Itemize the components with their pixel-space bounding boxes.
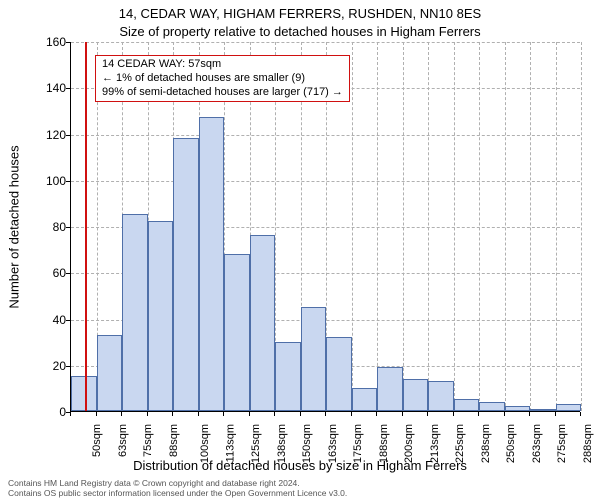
gridline-v bbox=[428, 42, 429, 411]
y-tick-label: 80 bbox=[36, 220, 66, 234]
y-tick-mark bbox=[66, 227, 70, 228]
y-tick-mark bbox=[66, 181, 70, 182]
annotation-line2: ← 1% of detached houses are smaller (9) bbox=[102, 72, 343, 86]
chart-container: 14, CEDAR WAY, HIGHAM FERRERS, RUSHDEN, … bbox=[0, 0, 600, 500]
histogram-bar bbox=[454, 399, 480, 411]
histogram-bar bbox=[301, 307, 327, 411]
y-tick-mark bbox=[66, 88, 70, 89]
x-tick-mark bbox=[351, 412, 352, 416]
gridline-v bbox=[454, 42, 455, 411]
y-axis-label: Number of detached houses bbox=[7, 145, 22, 308]
y-tick-label: 120 bbox=[36, 128, 66, 142]
histogram-bar bbox=[173, 138, 199, 411]
x-tick-mark bbox=[427, 412, 428, 416]
x-tick-mark bbox=[504, 412, 505, 416]
y-tick-label: 100 bbox=[36, 174, 66, 188]
histogram-bar bbox=[224, 254, 250, 411]
histogram-bar bbox=[403, 379, 429, 411]
y-tick-label: 160 bbox=[36, 35, 66, 49]
chart-title-address: 14, CEDAR WAY, HIGHAM FERRERS, RUSHDEN, … bbox=[0, 6, 600, 21]
histogram-bar bbox=[556, 404, 582, 411]
y-tick-label: 40 bbox=[36, 313, 66, 327]
y-tick-label: 0 bbox=[36, 405, 66, 419]
x-tick-mark bbox=[300, 412, 301, 416]
y-tick-mark bbox=[66, 135, 70, 136]
x-tick-label: 50sqm bbox=[91, 424, 103, 457]
chart-title-sub: Size of property relative to detached ho… bbox=[0, 24, 600, 39]
x-tick-label: 113sqm bbox=[224, 424, 236, 462]
x-tick-mark bbox=[70, 412, 71, 416]
histogram-bar bbox=[326, 337, 352, 411]
reference-line bbox=[85, 42, 87, 411]
gridline-v bbox=[556, 42, 557, 411]
gridline-v bbox=[581, 42, 582, 411]
x-tick-mark bbox=[274, 412, 275, 416]
y-tick-label: 60 bbox=[36, 266, 66, 280]
x-tick-mark bbox=[198, 412, 199, 416]
histogram-bar bbox=[530, 409, 556, 411]
x-tick-mark bbox=[453, 412, 454, 416]
x-tick-mark bbox=[96, 412, 97, 416]
histogram-bar bbox=[97, 335, 123, 411]
y-tick-mark bbox=[66, 42, 70, 43]
x-tick-mark bbox=[580, 412, 581, 416]
x-tick-mark bbox=[121, 412, 122, 416]
x-tick-mark bbox=[223, 412, 224, 416]
histogram-bar bbox=[148, 221, 174, 411]
histogram-bar bbox=[352, 388, 378, 411]
gridline-v bbox=[403, 42, 404, 411]
gridline-v bbox=[505, 42, 506, 411]
footer-line2: Contains OS public sector information li… bbox=[8, 489, 347, 498]
x-tick-label: 88sqm bbox=[168, 424, 180, 457]
y-tick-label: 140 bbox=[36, 81, 66, 95]
histogram-bar bbox=[250, 235, 276, 411]
x-tick-mark bbox=[478, 412, 479, 416]
gridline-v bbox=[530, 42, 531, 411]
y-tick-mark bbox=[66, 273, 70, 274]
x-tick-label: 63sqm bbox=[117, 424, 129, 457]
x-tick-mark bbox=[249, 412, 250, 416]
footer-text: Contains HM Land Registry data © Crown c… bbox=[8, 479, 347, 498]
x-tick-mark bbox=[376, 412, 377, 416]
x-tick-label: 75sqm bbox=[142, 424, 154, 457]
annotation-line3: 99% of semi-detached houses are larger (… bbox=[102, 86, 343, 100]
gridline-v bbox=[479, 42, 480, 411]
x-tick-mark bbox=[147, 412, 148, 416]
gridline-v bbox=[377, 42, 378, 411]
gridline-v bbox=[352, 42, 353, 411]
x-tick-mark bbox=[325, 412, 326, 416]
y-tick-mark bbox=[66, 366, 70, 367]
histogram-bar bbox=[71, 376, 97, 411]
x-tick-mark bbox=[402, 412, 403, 416]
histogram-bar bbox=[479, 402, 505, 411]
histogram-bar bbox=[199, 117, 225, 411]
histogram-bar bbox=[428, 381, 454, 411]
x-tick-mark bbox=[529, 412, 530, 416]
histogram-bar bbox=[505, 406, 531, 411]
annotation-box: 14 CEDAR WAY: 57sqm ← 1% of detached hou… bbox=[95, 55, 350, 102]
y-tick-mark bbox=[66, 320, 70, 321]
x-axis-label: Distribution of detached houses by size … bbox=[0, 458, 600, 473]
histogram-bar bbox=[122, 214, 148, 411]
histogram-bar bbox=[377, 367, 403, 411]
histogram-bar bbox=[275, 342, 301, 411]
x-tick-mark bbox=[555, 412, 556, 416]
y-tick-label: 20 bbox=[36, 359, 66, 373]
annotation-line1: 14 CEDAR WAY: 57sqm bbox=[102, 58, 343, 72]
x-tick-mark bbox=[172, 412, 173, 416]
